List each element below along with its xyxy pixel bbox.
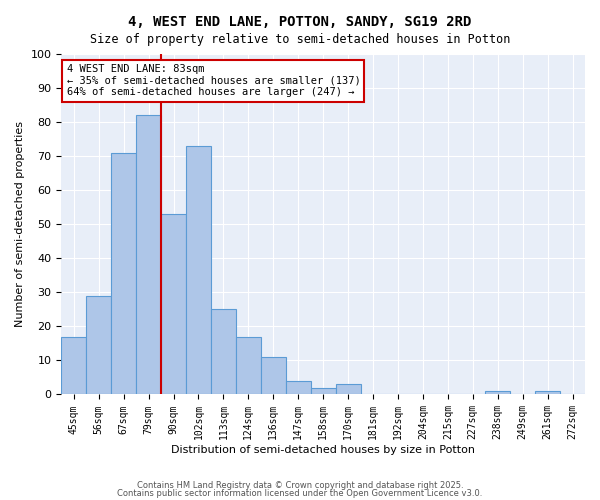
Bar xyxy=(311,388,335,394)
Text: Contains public sector information licensed under the Open Government Licence v3: Contains public sector information licen… xyxy=(118,488,482,498)
Text: 4, WEST END LANE, POTTON, SANDY, SG19 2RD: 4, WEST END LANE, POTTON, SANDY, SG19 2R… xyxy=(128,15,472,29)
Bar xyxy=(61,336,86,394)
Y-axis label: Number of semi-detached properties: Number of semi-detached properties xyxy=(15,121,25,327)
Bar xyxy=(111,152,136,394)
Bar xyxy=(485,391,510,394)
Bar xyxy=(261,357,286,395)
X-axis label: Distribution of semi-detached houses by size in Potton: Distribution of semi-detached houses by … xyxy=(171,445,475,455)
Bar xyxy=(286,381,311,394)
Text: Contains HM Land Registry data © Crown copyright and database right 2025.: Contains HM Land Registry data © Crown c… xyxy=(137,481,463,490)
Bar xyxy=(186,146,211,394)
Bar xyxy=(335,384,361,394)
Bar xyxy=(236,336,261,394)
Bar xyxy=(161,214,186,394)
Bar xyxy=(535,391,560,394)
Text: Size of property relative to semi-detached houses in Potton: Size of property relative to semi-detach… xyxy=(90,32,510,46)
Bar xyxy=(86,296,111,394)
Text: 4 WEST END LANE: 83sqm
← 35% of semi-detached houses are smaller (137)
64% of se: 4 WEST END LANE: 83sqm ← 35% of semi-det… xyxy=(67,64,360,98)
Bar xyxy=(211,310,236,394)
Bar xyxy=(136,116,161,394)
